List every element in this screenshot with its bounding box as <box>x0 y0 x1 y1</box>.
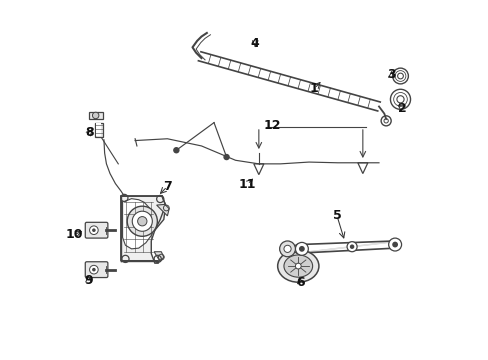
Circle shape <box>92 112 99 119</box>
Text: 10: 10 <box>65 228 83 241</box>
Polygon shape <box>156 204 169 216</box>
Text: 4: 4 <box>250 36 259 50</box>
Ellipse shape <box>284 255 312 277</box>
Circle shape <box>349 244 354 249</box>
Circle shape <box>89 265 98 274</box>
Text: 7: 7 <box>163 180 171 193</box>
Circle shape <box>224 154 228 159</box>
Circle shape <box>391 242 397 247</box>
FancyBboxPatch shape <box>85 222 108 238</box>
Text: 11: 11 <box>238 178 256 191</box>
Circle shape <box>92 228 96 232</box>
Circle shape <box>89 226 98 234</box>
Circle shape <box>293 244 304 254</box>
Circle shape <box>174 148 179 153</box>
Polygon shape <box>88 112 102 119</box>
Polygon shape <box>94 123 102 137</box>
Circle shape <box>279 241 295 257</box>
Text: 6: 6 <box>295 276 304 289</box>
Circle shape <box>388 238 401 251</box>
Circle shape <box>346 242 356 252</box>
Circle shape <box>284 245 290 252</box>
Polygon shape <box>122 199 154 249</box>
Circle shape <box>92 268 96 271</box>
Polygon shape <box>154 252 163 262</box>
Text: 3: 3 <box>386 68 395 81</box>
FancyBboxPatch shape <box>85 262 108 278</box>
Text: 8: 8 <box>85 126 94 139</box>
Text: 12: 12 <box>263 119 281 132</box>
Circle shape <box>295 263 301 269</box>
Text: 9: 9 <box>84 274 93 287</box>
Circle shape <box>137 217 147 226</box>
Ellipse shape <box>277 250 318 282</box>
Circle shape <box>127 206 157 236</box>
Circle shape <box>295 242 308 255</box>
Circle shape <box>132 211 152 231</box>
Polygon shape <box>121 196 165 263</box>
Circle shape <box>298 246 304 252</box>
Text: 2: 2 <box>397 102 406 115</box>
Text: 1: 1 <box>309 82 318 95</box>
Text: 5: 5 <box>332 210 341 222</box>
Polygon shape <box>96 123 101 136</box>
